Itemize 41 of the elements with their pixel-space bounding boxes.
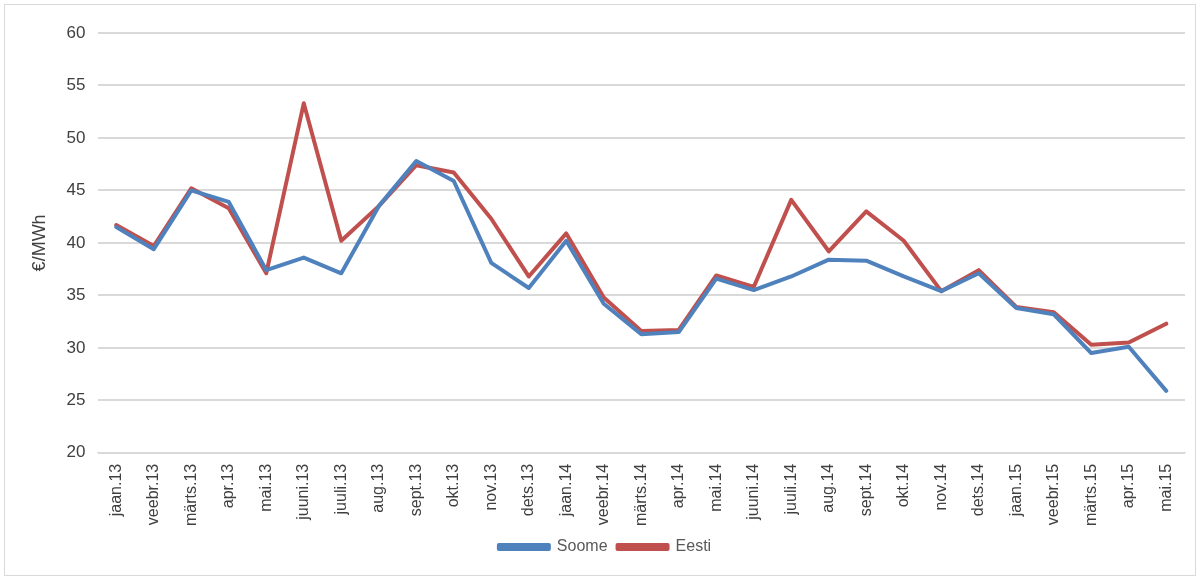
x-tick-label: juuli.14 xyxy=(781,463,799,516)
x-tick-label: sept.13 xyxy=(406,463,424,517)
x-tick-label: veebr.15 xyxy=(1044,463,1062,526)
y-tick-label: 40 xyxy=(66,232,86,252)
x-tick-label: okt.14 xyxy=(894,463,912,508)
x-tick-label: märts.13 xyxy=(181,463,199,527)
x-tick-label: dets.14 xyxy=(969,463,987,517)
x-tick-label: jaan.14 xyxy=(556,463,574,518)
x-tick-label: veebr.14 xyxy=(594,463,612,526)
y-tick-label: 55 xyxy=(66,75,86,95)
x-tick-label: mai.14 xyxy=(706,463,724,512)
y-tick-label: 20 xyxy=(66,442,86,462)
x-tick-label: nov.13 xyxy=(481,463,499,511)
x-tick-label: okt.13 xyxy=(444,463,462,508)
x-tick-label: juuli.13 xyxy=(331,463,349,516)
x-tick-label: apr.13 xyxy=(219,463,237,509)
x-tick-label: jaan.13 xyxy=(106,463,124,518)
x-tick-label: juuni.14 xyxy=(744,463,762,521)
y-tick-label: 45 xyxy=(66,180,86,200)
x-tick-label: veebr.13 xyxy=(144,463,162,526)
legend-label: Soome xyxy=(556,537,608,555)
x-tick-label: juuni.13 xyxy=(294,463,312,521)
x-tick-label: nov.14 xyxy=(931,463,949,511)
y-tick-label: 50 xyxy=(66,127,86,147)
x-tick-label: apr.14 xyxy=(669,463,687,509)
x-tick-label: jaan.15 xyxy=(1006,463,1024,518)
x-tick-label: sept.14 xyxy=(856,463,874,517)
x-tick-label: aug.13 xyxy=(369,463,387,513)
y-tick-label: 35 xyxy=(66,285,86,305)
x-tick-label: dets.13 xyxy=(519,463,537,517)
x-tick-label: mai.15 xyxy=(1156,463,1174,512)
x-tick-label: apr.15 xyxy=(1119,463,1137,509)
x-tick-label: mai.13 xyxy=(256,463,274,512)
x-tick-label: aug.14 xyxy=(819,463,837,513)
x-tick-label: märts.14 xyxy=(631,463,649,527)
y-tick-label: 60 xyxy=(66,22,86,42)
legend-label: Eesti xyxy=(675,537,712,555)
y-tick-label: 30 xyxy=(66,337,86,357)
y-tick-label: 25 xyxy=(66,389,86,409)
y-axis-title: €/MWh xyxy=(28,214,49,272)
x-tick-label: märts.15 xyxy=(1081,463,1099,527)
